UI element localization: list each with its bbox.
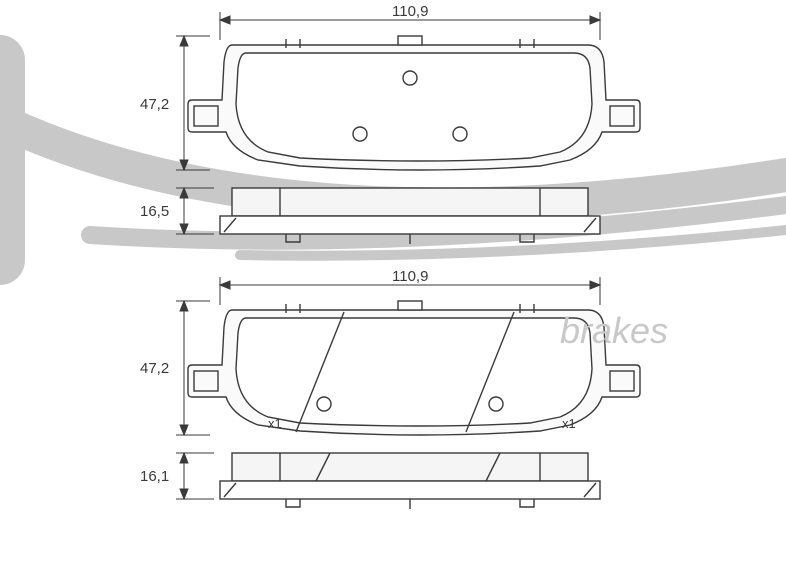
marker-x1-right: x1 [562, 416, 576, 431]
pad-top-face [188, 36, 640, 170]
dim-width-top: 110,9 [392, 3, 428, 20]
pad-bottom-face [188, 301, 640, 435]
drawing-svg [0, 0, 786, 570]
dim-thick-top: 16,5 [140, 203, 169, 220]
dim-height-bot: 47,2 [140, 360, 169, 377]
drawing-stage: 110,9 47,2 16,5 110,9 47,2 16,1 x1 x1 br… [0, 0, 786, 570]
dim-width-bot: 110,9 [392, 268, 428, 285]
dim-height-top: 47,2 [140, 96, 169, 113]
pad-bottom-side [220, 453, 600, 509]
marker-x1-left: x1 [268, 416, 282, 431]
dim-thick-bot: 16,1 [140, 468, 169, 485]
